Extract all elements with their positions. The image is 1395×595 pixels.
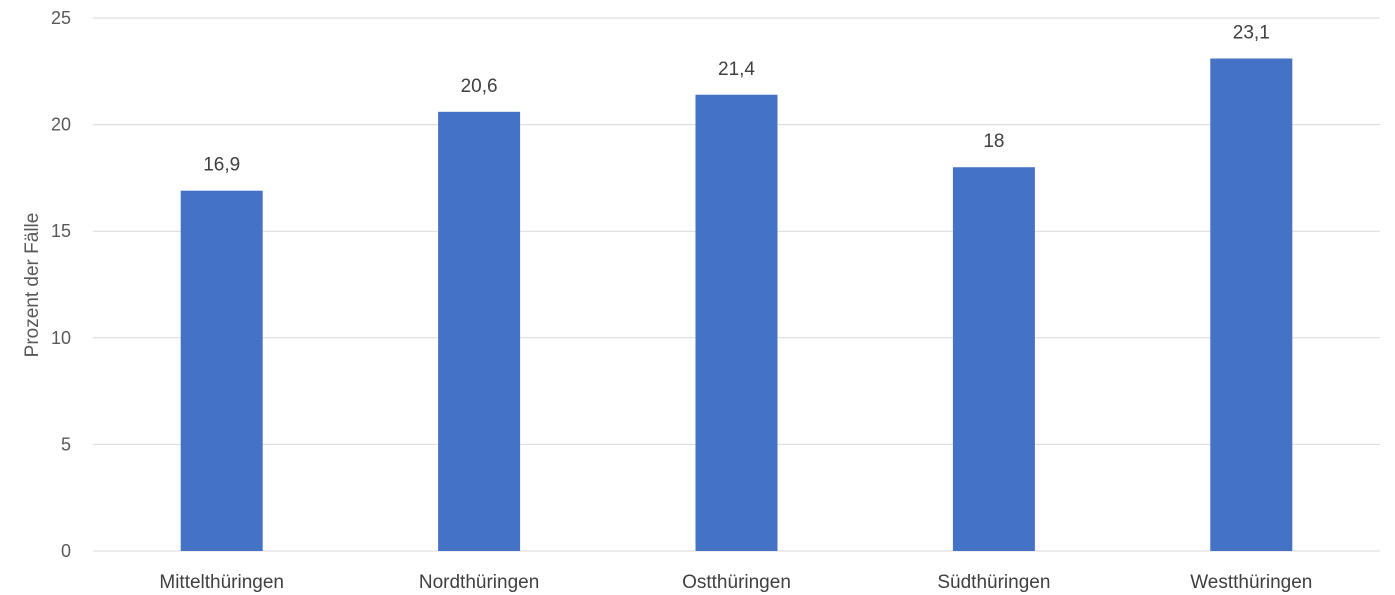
bar-nordthüringen bbox=[438, 111, 521, 552]
bar-ostthüringen bbox=[695, 94, 778, 551]
y-tick-label: 25 bbox=[51, 8, 71, 28]
data-label: 20,6 bbox=[461, 76, 498, 97]
y-tick-label: 0 bbox=[61, 541, 71, 561]
bar-südthüringen bbox=[952, 167, 1035, 552]
y-tick-label: 5 bbox=[61, 434, 71, 454]
x-axis-categories: Mittelthüringen Nordthüringen Ostthüringen… bbox=[159, 572, 1312, 593]
y-axis-ticks: 0 5 10 15 20 25 bbox=[51, 8, 71, 561]
bar-mittelthüringen bbox=[180, 190, 263, 551]
data-labels: 16,9 20,6 21,4 18 23,1 bbox=[203, 23, 1270, 176]
y-tick-label: 10 bbox=[51, 328, 71, 348]
y-tick-label: 15 bbox=[51, 221, 71, 241]
data-label: 18 bbox=[983, 131, 1004, 152]
bar-westthüringen bbox=[1210, 58, 1293, 552]
data-label: 21,4 bbox=[718, 59, 755, 80]
x-category-label: Ostthüringen bbox=[682, 572, 791, 593]
bars bbox=[180, 58, 1293, 552]
x-category-label: Nordthüringen bbox=[419, 572, 539, 593]
x-category-label: Westthüringen bbox=[1190, 572, 1312, 593]
data-label: 23,1 bbox=[1233, 23, 1270, 44]
y-axis-title: Prozent der Fälle bbox=[22, 213, 43, 358]
x-category-label: Mittelthüringen bbox=[159, 572, 284, 593]
x-category-label: Südthüringen bbox=[937, 572, 1050, 593]
y-tick-label: 20 bbox=[51, 115, 71, 135]
data-label: 16,9 bbox=[203, 155, 240, 176]
